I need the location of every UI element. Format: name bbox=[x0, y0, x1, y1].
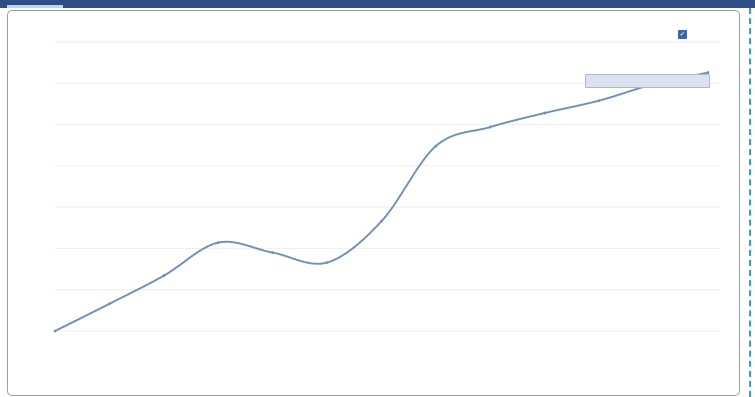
series-layer bbox=[53, 71, 710, 333]
panel-tab[interactable] bbox=[7, 5, 63, 8]
series-line bbox=[54, 71, 709, 332]
window-top-bar bbox=[0, 0, 755, 8]
data-point bbox=[216, 241, 220, 245]
data-point bbox=[325, 261, 329, 264]
legend[interactable]: ✓ bbox=[678, 30, 691, 39]
data-point bbox=[488, 125, 492, 129]
data-point bbox=[380, 219, 383, 223]
data-point bbox=[108, 302, 111, 306]
data-point bbox=[597, 99, 601, 103]
data-point bbox=[53, 329, 57, 333]
data-point bbox=[543, 111, 547, 115]
selection-border bbox=[749, 8, 751, 397]
data-point bbox=[271, 251, 275, 254]
data-tooltip bbox=[585, 74, 710, 88]
data-point bbox=[434, 144, 438, 148]
grid-lines bbox=[55, 41, 720, 332]
data-point bbox=[162, 274, 166, 278]
data-point bbox=[706, 71, 710, 74]
legend-checkbox-icon[interactable]: ✓ bbox=[678, 30, 687, 39]
